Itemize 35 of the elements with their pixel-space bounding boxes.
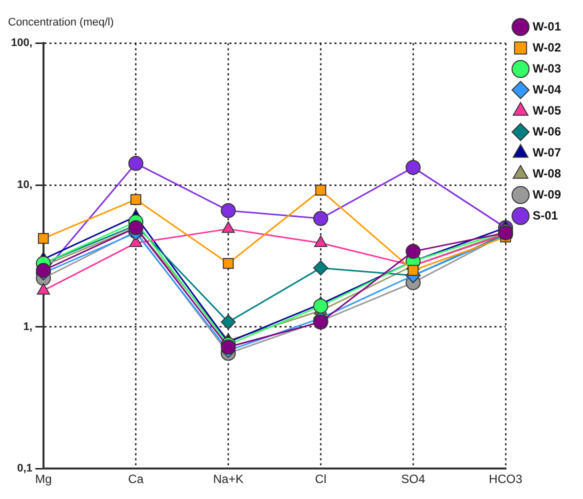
x-tick-label: HCO3 — [488, 472, 523, 486]
legend-label: W-01 — [532, 19, 562, 34]
point — [313, 260, 328, 276]
point — [408, 264, 419, 276]
point — [130, 194, 142, 205]
x-tick-label: Mg — [35, 472, 52, 486]
y-tick-label: 10, — [17, 179, 32, 192]
legend-label: W-09 — [532, 187, 562, 202]
point — [38, 232, 49, 244]
point — [220, 203, 236, 218]
legend-label: W-08 — [532, 166, 562, 180]
legend-label: W-03 — [532, 61, 562, 76]
x-tick-label: SO4 — [401, 472, 426, 486]
y-axis-title: Concentration (meq/l) — [8, 16, 114, 29]
point — [315, 184, 326, 196]
legend-label: W-04 — [532, 82, 562, 96]
legend-label: W-07 — [532, 145, 562, 160]
point — [128, 156, 144, 171]
legend-label: S-01 — [532, 208, 558, 222]
point — [220, 314, 236, 330]
legend-label: W-06 — [532, 124, 562, 138]
point — [222, 258, 234, 269]
point — [406, 160, 421, 175]
point — [36, 262, 51, 278]
point — [406, 244, 421, 259]
y-tick-label: 0,1 — [17, 462, 32, 475]
x-tick-label: Cl — [315, 472, 326, 486]
y-tick-label: 1, — [23, 320, 32, 333]
legend-label: W-02 — [532, 40, 562, 54]
point — [313, 211, 328, 226]
x-tick-label: Na+K — [213, 472, 244, 486]
legend-label: W-05 — [532, 103, 562, 118]
y-tick-label: 100, — [10, 37, 32, 50]
point — [128, 220, 144, 236]
x-tick-label: Ca — [128, 472, 144, 486]
